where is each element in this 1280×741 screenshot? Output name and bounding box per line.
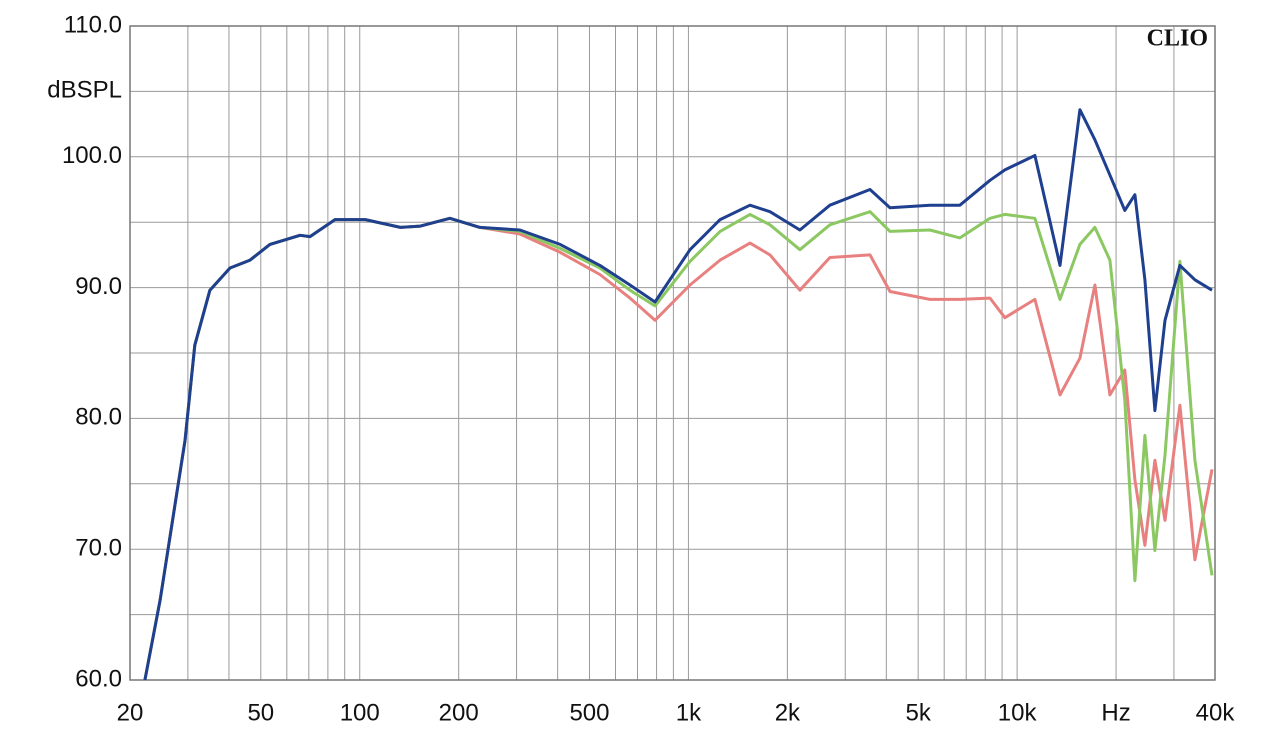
x-tick-label: 10k	[998, 699, 1038, 726]
y-tick-label: 80.0	[75, 404, 122, 431]
plot-border	[129, 25, 1216, 681]
x-tick-label: 40k	[1196, 699, 1236, 726]
x-tick-label: Hz	[1101, 699, 1130, 726]
y-tick-label: 100.0	[62, 142, 122, 169]
x-tick-label: 1k	[676, 699, 702, 726]
y-tick-label: 110.0	[64, 11, 122, 38]
y-tick-label: 70.0	[75, 535, 122, 562]
y-tick-label: 60.0	[75, 665, 122, 692]
y-axis-label: dBSPL	[47, 76, 122, 103]
x-tick-label: 2k	[775, 699, 801, 726]
annotation: CLIO	[1147, 26, 1208, 52]
y-tick-label: 90.0	[75, 273, 122, 300]
x-tick-label: 5k	[905, 699, 931, 726]
x-tick-label: 200	[439, 699, 479, 726]
x-tick-label: 500	[569, 699, 609, 726]
series-line	[143, 108, 1213, 681]
x-tick-label: 50	[247, 699, 274, 726]
x-tick-label: 20	[117, 699, 144, 726]
x-tick-label: 100	[340, 699, 380, 726]
